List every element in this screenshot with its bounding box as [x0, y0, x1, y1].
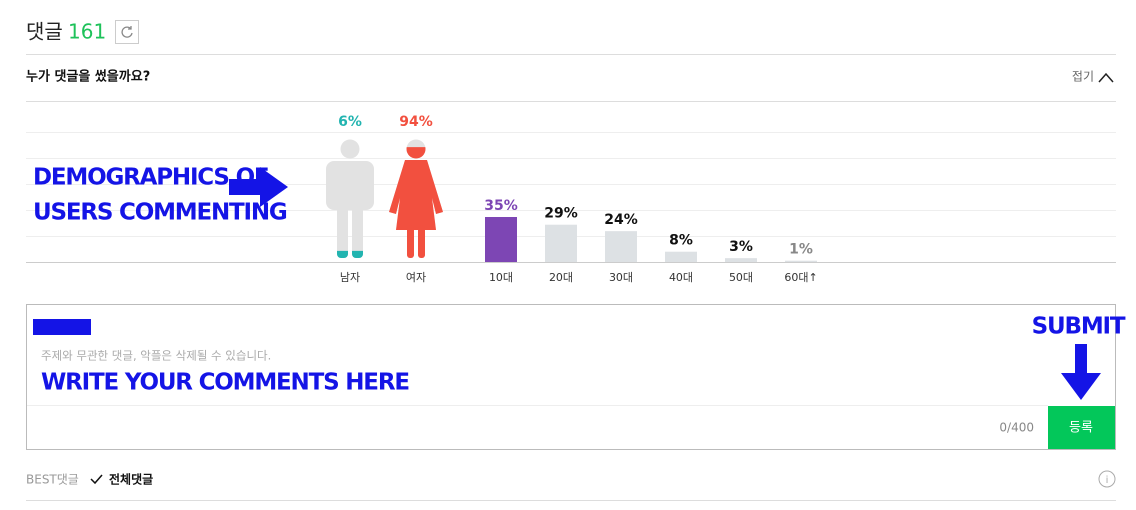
bar — [485, 217, 517, 262]
arrow — [229, 167, 288, 207]
value-label: 24% — [604, 212, 638, 228]
value-label: 29% — [544, 206, 578, 222]
comments-count: 161 — [68, 20, 106, 44]
bar — [725, 258, 757, 262]
annotation: WRITE YOUR COMMENTS HERE — [41, 370, 409, 396]
category-label: 20대 — [549, 271, 573, 284]
info-glyph: i — [1106, 475, 1109, 486]
annotation: SUBMIT — [1032, 314, 1126, 340]
comment-placeholder: 주제와 무관한 댓글, 악플은 삭제될 수 있습니다. — [41, 349, 271, 363]
fold-chevron[interactable] — [1098, 72, 1114, 83]
value-label: 35% — [484, 198, 518, 214]
check-icon — [90, 474, 103, 485]
value-label: 6% — [338, 114, 362, 130]
value-label: 94% — [399, 114, 433, 130]
category-label: 60대↑ — [784, 271, 817, 284]
category-label: 30대 — [609, 271, 633, 284]
figure-fill — [389, 147, 443, 258]
info-icon[interactable] — [1098, 470, 1116, 488]
tab-best[interactable]: BEST댓글 — [26, 473, 79, 487]
bar — [665, 251, 697, 262]
bar — [605, 231, 637, 262]
comments-title: 댓글 — [26, 20, 63, 44]
comment-box[interactable] — [26, 304, 1116, 450]
redaction — [33, 319, 91, 335]
submit-button[interactable] — [1048, 406, 1115, 449]
category-label: 남자 — [340, 271, 360, 284]
section-title: 누가 댓글을 썼을까요? — [26, 69, 150, 85]
figure-base — [326, 139, 374, 258]
arrow — [1061, 344, 1101, 400]
fold-toggle[interactable]: 접기 — [1072, 70, 1094, 84]
bar — [545, 224, 577, 262]
value-label: 8% — [669, 233, 693, 249]
value-label: 3% — [729, 239, 753, 255]
refresh-button[interactable] — [115, 20, 139, 44]
category-label: 10대 — [489, 271, 513, 284]
category-label: 50대 — [729, 271, 753, 284]
char-counter: 0/400 — [999, 421, 1034, 435]
tab-all[interactable]: 전체댓글 — [109, 472, 153, 487]
category-label: 여자 — [406, 271, 426, 284]
figure-fill — [337, 250, 363, 258]
annotation: USERS COMMENTING — [33, 200, 287, 226]
bar — [785, 260, 817, 262]
refresh-icon — [121, 26, 133, 38]
category-label: 40대 — [669, 271, 693, 284]
submit-label[interactable]: 등록 — [1069, 421, 1093, 436]
demographics-chart: 6% 남자 94% 여자 35% 10대 29% 20대 24% 30대 8% 40대 3% 50대 1% 6… — [326, 114, 818, 284]
value-label: 1% — [789, 242, 813, 258]
